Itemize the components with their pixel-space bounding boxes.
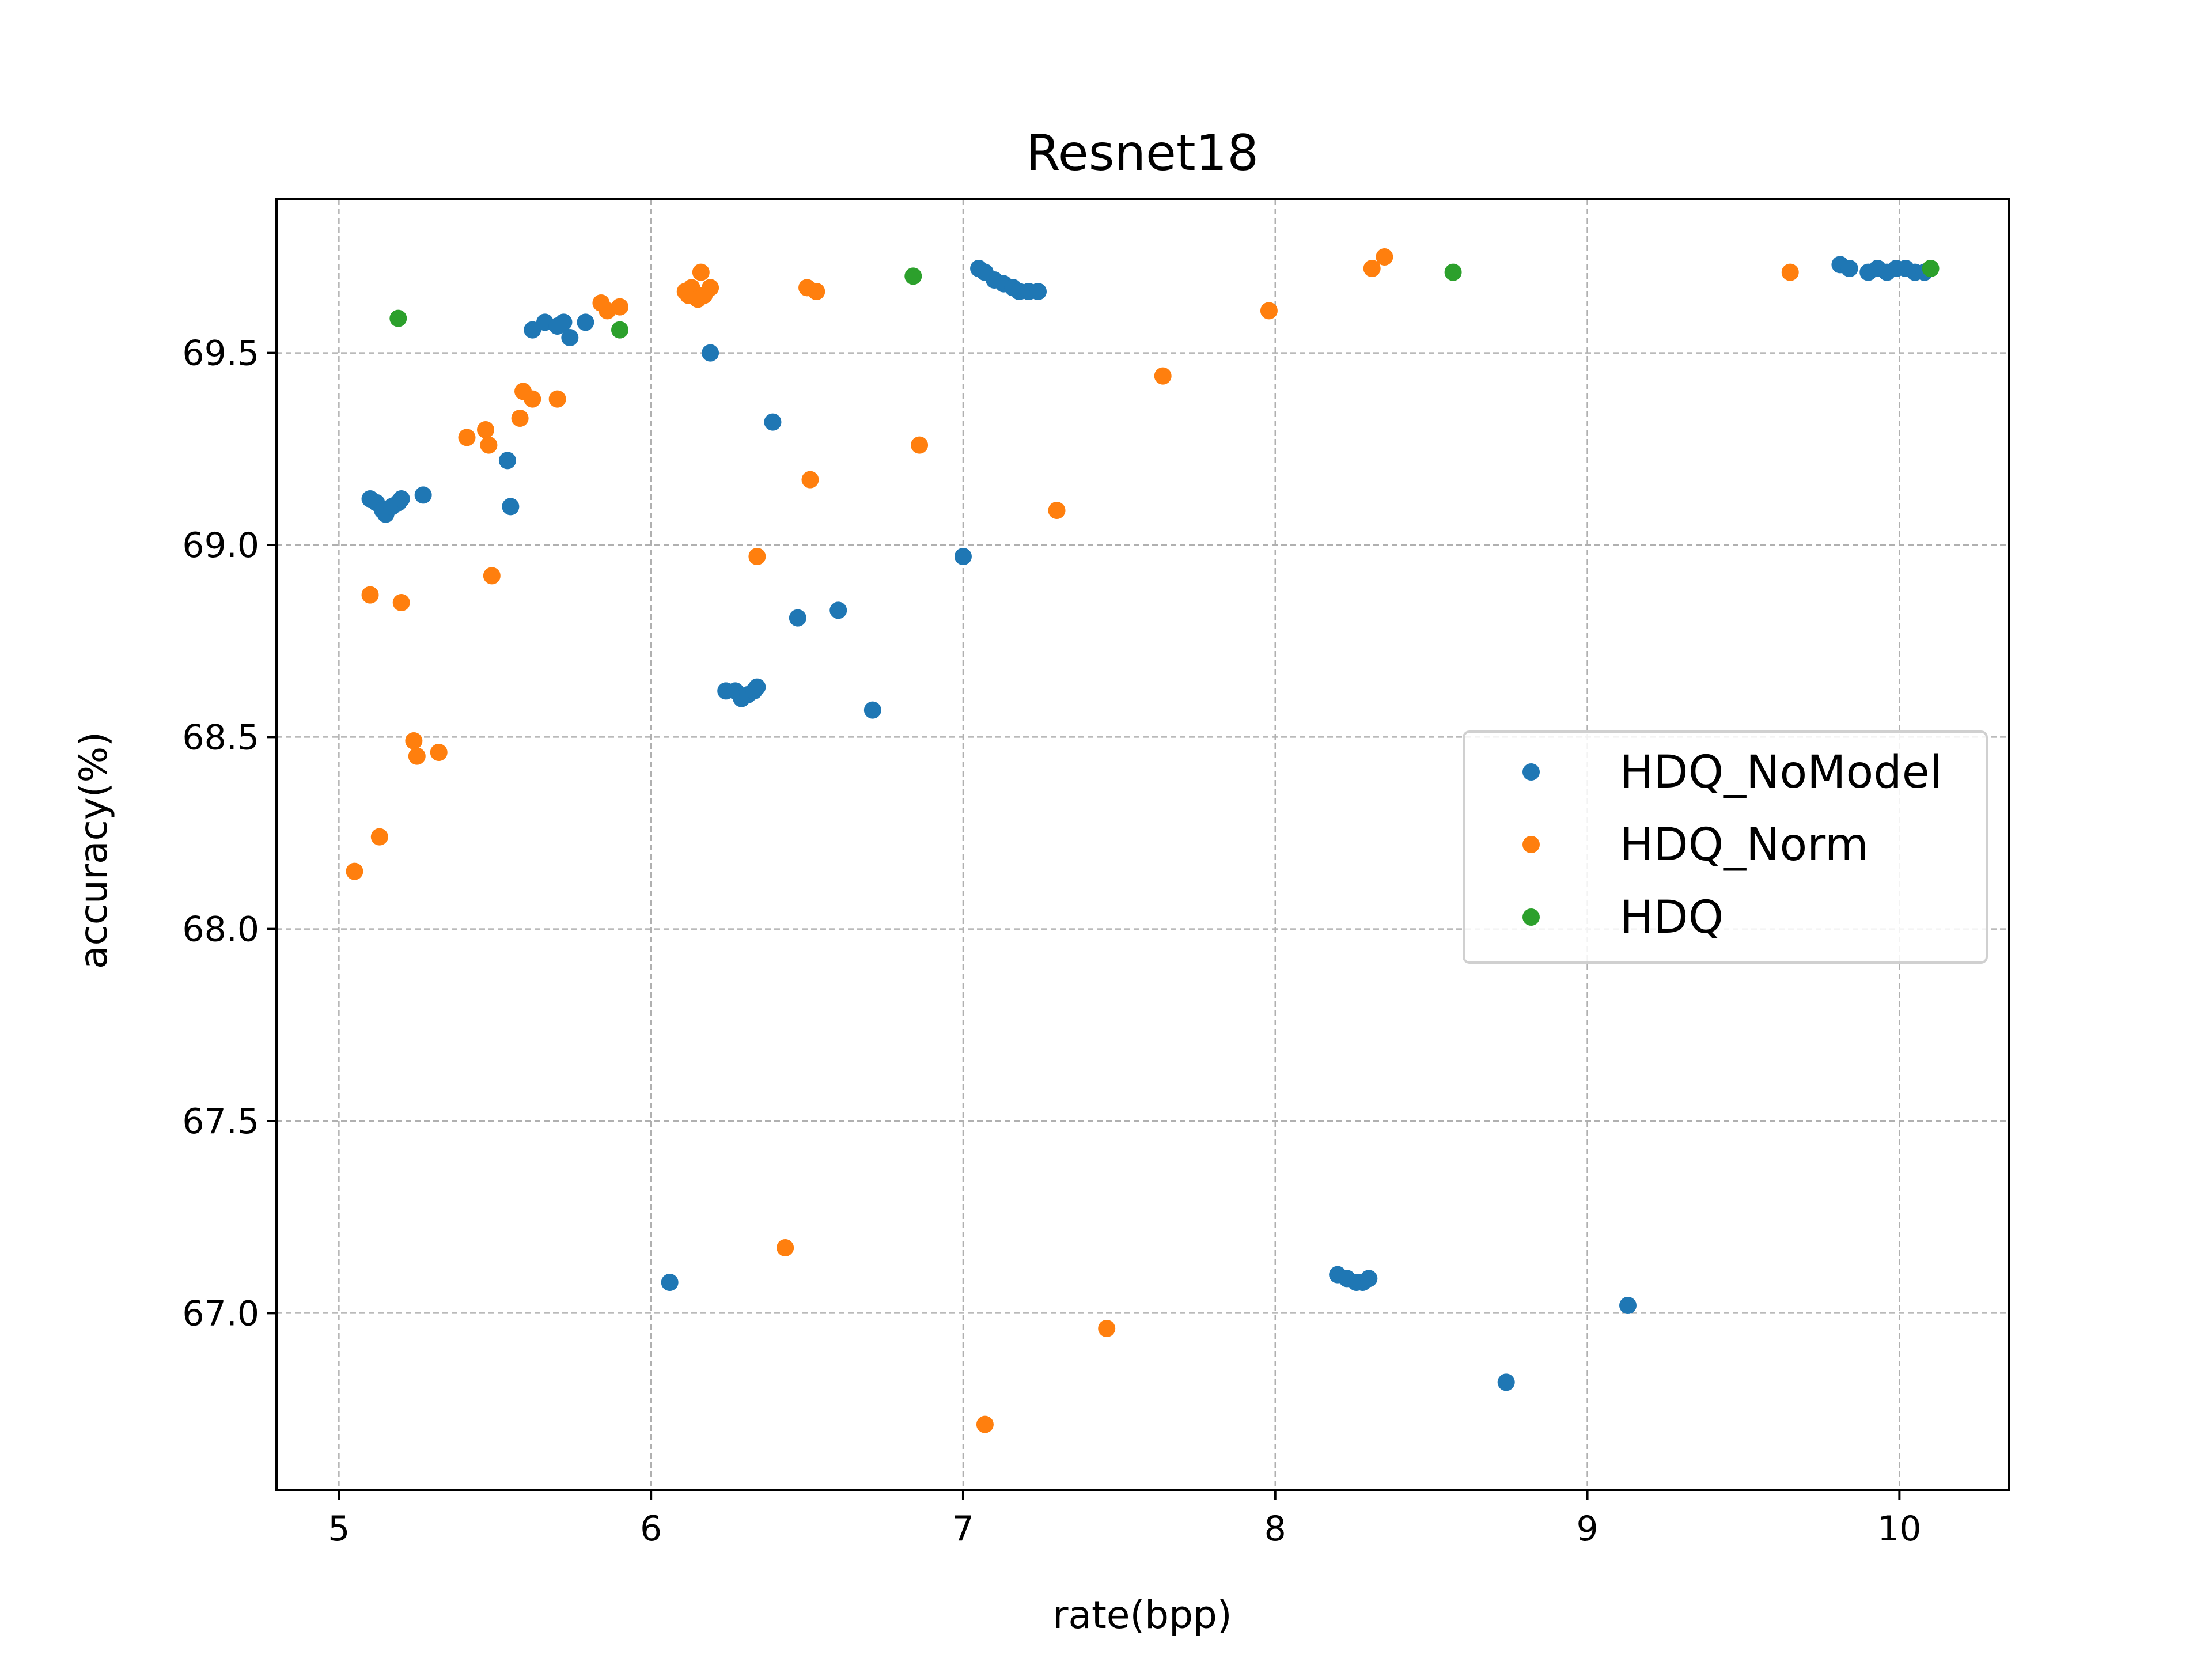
legend-label: HDQ_Norm [1620,819,1869,871]
data-point [392,490,410,508]
data-point [361,586,379,604]
data-point [458,429,476,446]
y-tick-label: 67.5 [182,1101,259,1142]
legend-marker [1522,763,1540,781]
data-point [392,594,410,611]
data-point [414,486,432,504]
data-point [498,452,516,470]
data-point [904,267,922,285]
data-point [1260,302,1278,320]
data-point [911,436,929,454]
legend-box [1463,730,1988,964]
data-point [370,828,388,846]
data-point [1497,1373,1515,1391]
data-point [430,744,448,761]
y-axis-label: accuracy(%) [71,732,116,969]
chart-title: Resnet18 [1026,124,1259,182]
legend-label: HDQ_NoModel [1620,747,1942,798]
legend-marker [1522,836,1540,853]
data-point [477,421,495,438]
data-point [801,471,819,489]
data-point [511,410,529,427]
x-tick-label: 9 [1576,1509,1598,1549]
data-point [1444,263,1462,281]
x-tick-label: 6 [640,1509,662,1549]
data-point [954,548,972,565]
legend-label: HDQ [1620,892,1724,944]
y-tick-label: 68.5 [182,717,259,758]
data-point [405,732,423,749]
data-point [1360,1270,1378,1288]
data-point [1781,263,1799,281]
data-point [702,279,719,297]
x-tick-label: 10 [1877,1509,1921,1549]
data-point [524,321,541,339]
data-point [1840,260,1858,277]
data-point [611,321,628,339]
data-points [346,248,1940,1433]
data-point [692,263,710,281]
data-point [611,298,628,316]
series-hdq-norm [346,248,1799,1433]
plot-area-frame [275,198,2010,1491]
data-point [408,747,426,765]
y-tick-label: 67.0 [182,1293,259,1334]
data-point [808,283,825,300]
data-point [1029,283,1047,300]
data-point [483,567,501,585]
legend-entries: HDQ_NoModel HDQ_Norm HDQ [1522,747,1942,944]
data-point [524,390,541,408]
data-point [1154,367,1172,385]
data-point [748,548,766,565]
data-point [555,313,573,331]
data-point [976,1415,994,1433]
data-point [561,329,579,346]
data-point [661,1274,679,1291]
data-point [1048,502,1066,519]
data-point [480,436,498,454]
data-point [1098,1320,1116,1337]
data-point [502,498,520,516]
x-axis-label: rate(bpp) [1052,1593,1232,1637]
data-point [777,1239,794,1256]
data-point [748,678,766,696]
axis-ticks: 5 6 7 8 9 10 67.0 67.5 68.0 68.5 69.0 69.5 [182,334,1921,1549]
data-point [346,862,363,880]
series-hdq-nomodel [361,256,1933,1391]
data-point [789,609,806,627]
x-tick-label: 5 [328,1509,350,1549]
x-tick-label: 8 [1264,1509,1286,1549]
data-point [764,413,782,431]
data-point [1619,1297,1637,1314]
y-tick-label: 69.5 [182,334,259,374]
data-point [702,344,719,362]
x-tick-label: 7 [952,1509,974,1549]
y-tick-label: 69.0 [182,525,259,566]
data-point [548,390,566,408]
data-point [577,313,594,331]
data-point [1363,260,1381,277]
data-point [389,309,407,327]
data-point [1376,248,1393,266]
series-hdq [389,260,1940,339]
legend-marker [1522,908,1540,926]
data-point [863,701,881,719]
data-point [1922,260,1940,277]
y-tick-label: 68.0 [182,910,259,950]
data-point [830,601,847,619]
legend: HDQ_NoModel HDQ_Norm HDQ [1463,730,1988,964]
